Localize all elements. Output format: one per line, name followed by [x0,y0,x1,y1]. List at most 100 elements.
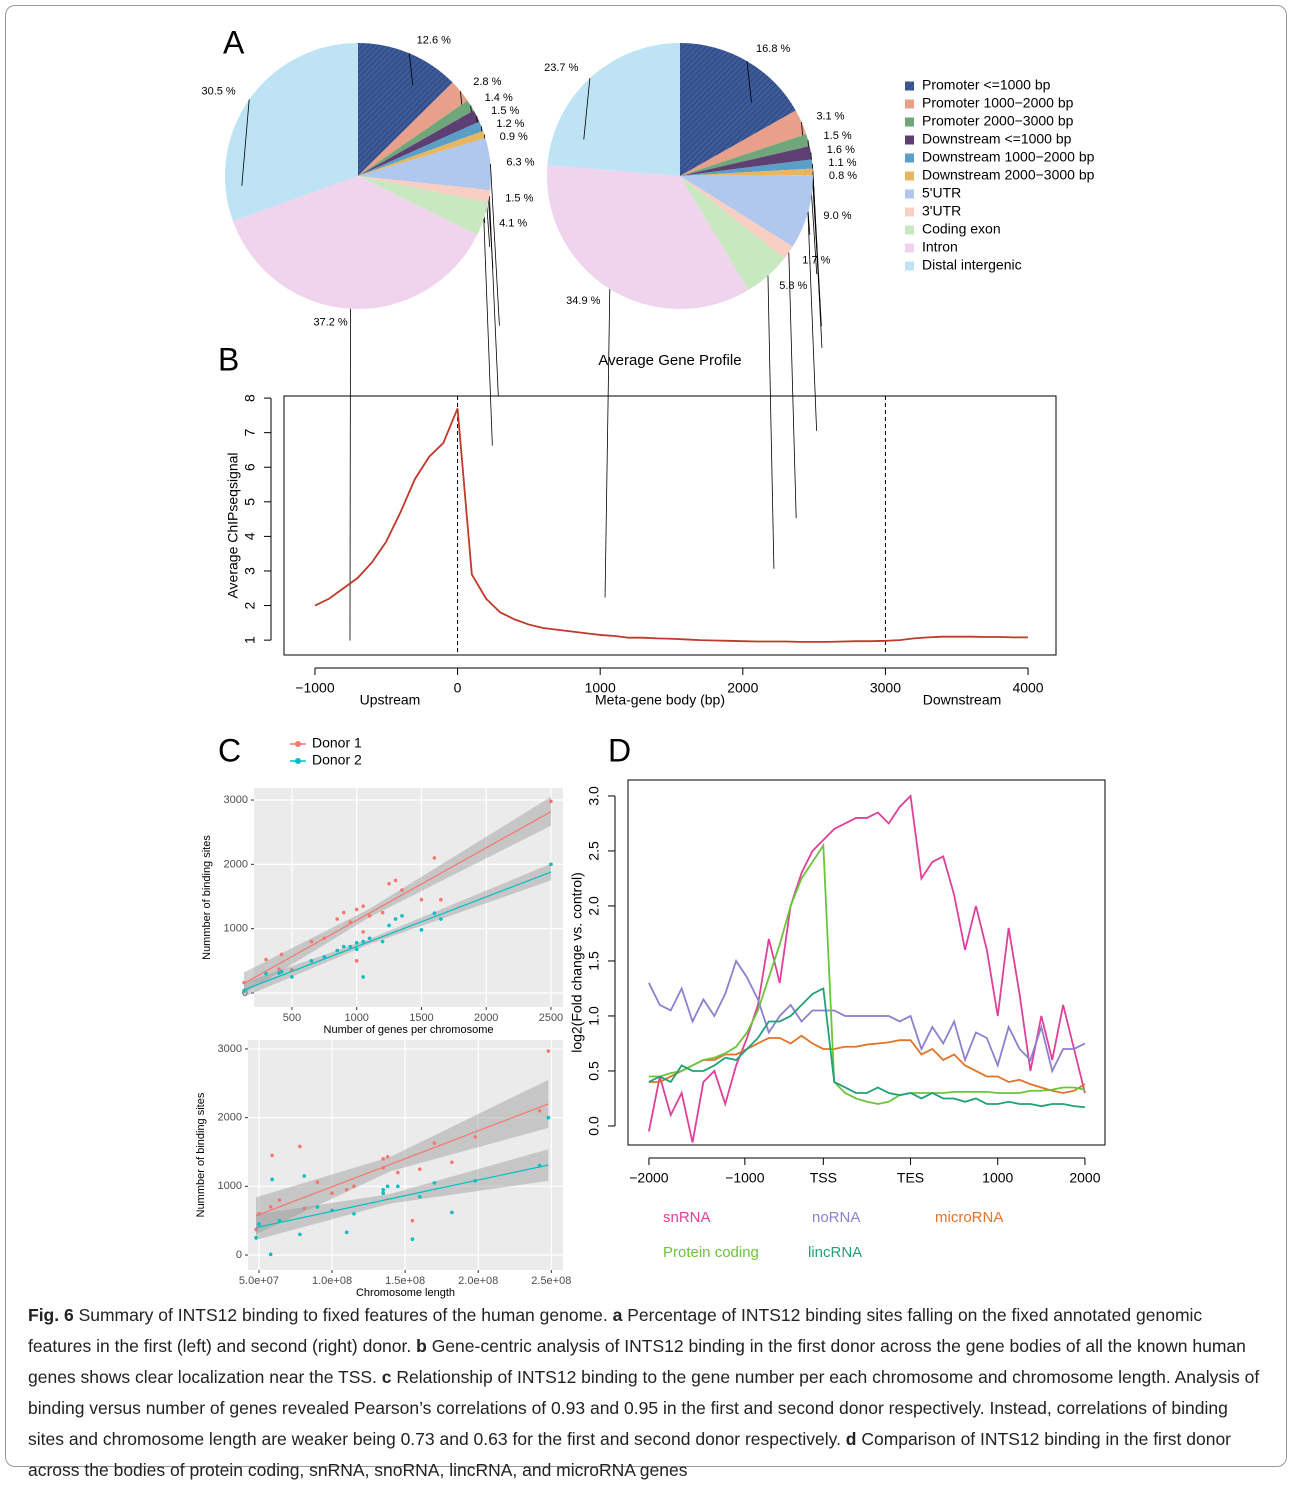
data-point [381,1187,386,1192]
legend-label: Intron [922,239,958,255]
legend-label: Downstream 1000−2000 bp [922,149,1095,165]
panel-label: D [608,732,631,768]
data-line [314,408,1029,643]
data-point [450,1210,454,1215]
pie-slice [358,110,480,176]
data-point [396,1184,400,1189]
y-tick-label: 1 [242,636,258,644]
data-point [549,862,553,867]
pie-value-label: 5.8 % [779,280,807,292]
legend-label: Distal intergenic [922,257,1022,273]
figure: ABC D12.6 %2.8 %1.4 %1.5 %1.2 %0.9 %6.3 %… [195,24,1106,1299]
data-point [410,1218,415,1223]
legend-label: Downstream 2000−3000 bp [922,167,1095,183]
pie-value-label: 1.5 % [824,130,852,142]
x-tick-label: 1.5e+08 [385,1275,425,1287]
y-tick-label: 2000 [218,1112,242,1124]
leader-line [489,196,499,397]
pie-slice [358,176,489,235]
legend-label: Donor 1 [312,735,362,751]
confidence-band [256,1149,549,1240]
pie-value-label: 1.7 % [802,254,830,266]
y-tick-label: 3000 [224,794,248,806]
data-point [361,975,365,979]
pie-slice [358,176,491,203]
y-tick-label: 1000 [218,1180,242,1192]
data-point [387,923,391,928]
leader-line [583,78,591,140]
legend-label: Promoter 2000−3000 bp [922,113,1074,129]
legend-label: 5'UTR [922,185,961,201]
x-tick-label: 1000 [344,1012,368,1024]
x-tick-label: 1000 [585,680,616,696]
data-line [648,958,1086,1074]
pie-value-label: 0.9 % [500,131,528,143]
legend-label: Downstream <=1000 bp [922,131,1072,147]
data-point [439,917,443,921]
legend-swatch [905,99,914,109]
pie-slice [358,100,474,176]
pie-value-label: 0.8 % [829,170,857,182]
data-point [385,1154,390,1159]
data-point [549,799,553,804]
data-point [432,1141,437,1145]
data-point [400,913,404,918]
data-line [648,842,1086,1105]
x-tick-label: −1000 [725,1170,765,1186]
pie-slice [358,43,453,176]
y-axis-title: Nummber of binding sites [201,835,213,960]
legend-swatch [905,135,914,145]
pie-slice [547,43,680,176]
data-point [419,897,424,902]
data-point [322,955,327,959]
data-point [302,1174,307,1178]
data-point [367,936,372,941]
leader-line [408,53,414,86]
pie-value-label: 2.8 % [473,76,501,88]
data-point [341,910,346,915]
legend-label: Coding exon [922,221,1001,237]
pie-value-label: 30.5 % [201,85,235,97]
pie-slice [546,165,749,309]
x-tick-label: 3000 [870,680,901,696]
pie-slice [680,146,812,176]
data-point [277,971,281,975]
panel-label: A [223,24,245,60]
data-point [354,941,359,945]
data-point [432,911,437,916]
pie-slice [680,168,813,176]
leader-line [807,212,818,431]
data-point [393,878,398,883]
leader-line [746,61,752,103]
fit-line [255,1164,549,1229]
x-tick-label: TSS [810,1170,837,1186]
data-point [268,1252,273,1257]
caption-text: Relationship of INTS12 binding to the ge… [28,1367,1265,1449]
data-point [254,1227,258,1232]
y-tick-label: 1.5 [586,951,602,971]
data-point [341,944,346,949]
y-tick-label: 0 [242,987,248,999]
caption-bold: b [416,1336,427,1356]
caption-bold: Fig. 6 [28,1305,74,1325]
legend-label: Promoter <=1000 bp [922,77,1051,93]
legend-swatch [905,261,914,271]
data-point [254,1236,258,1240]
x-tick-label: 2.5e+08 [531,1275,571,1287]
pie-value-label: 1.6 % [827,144,855,156]
x-tick-label: 500 [283,1012,301,1024]
data-point [322,936,327,941]
data-point [348,944,353,949]
x-tick-label: 5.0e+07 [239,1275,279,1287]
pie-value-label: 1.5 % [491,105,519,117]
y-axis-title: Average ChIPseqsignal [225,452,241,598]
pie-value-label: 1.1 % [828,157,856,169]
legend-swatch [905,117,914,127]
data-point [277,1198,282,1202]
legend-label: 3'UTR [922,203,961,219]
data-point [432,856,437,860]
pie-value-label: 37.2 % [313,317,347,329]
data-point [417,1194,422,1199]
data-point [298,1144,302,1149]
x-tick-label: 2500 [539,1012,563,1024]
